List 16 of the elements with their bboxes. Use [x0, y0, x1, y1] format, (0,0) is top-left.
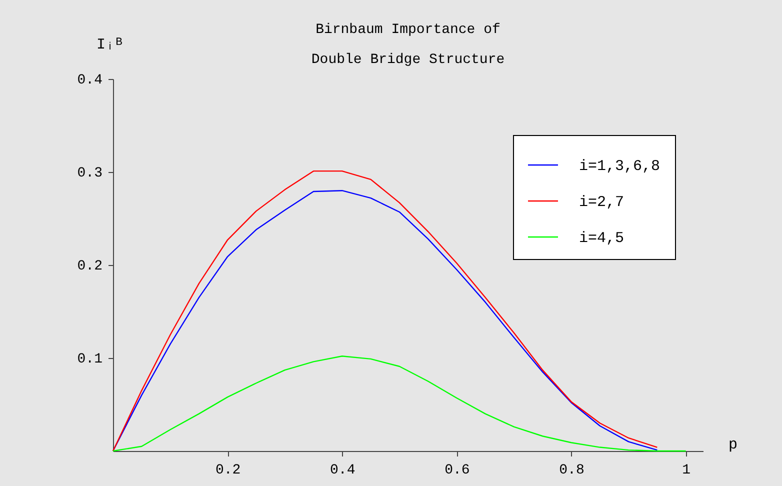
y-tick-label: 0.1	[77, 352, 102, 368]
legend-label: i=4,5	[579, 230, 624, 247]
x-tick-label: 0.4	[330, 462, 356, 478]
y-tick-label: 0.4	[77, 72, 102, 88]
x-axis-title: p	[728, 436, 738, 454]
chart-title: Birnbaum Importance of Double Bridge Structure	[311, 22, 505, 68]
y-tick-label: 0.2	[77, 258, 102, 274]
x-tick-label: 0.8	[559, 462, 584, 478]
x-tick-label: 1	[682, 462, 691, 478]
legend-label: i=1,3,6,8	[579, 158, 660, 175]
y-tick-label: 0.3	[77, 166, 102, 182]
x-tick-label: 0.6	[444, 462, 470, 478]
x-tick-label: 0.2	[215, 462, 241, 478]
line-series	[112, 356, 686, 452]
y-axis-title: Iᵢᴮ	[96, 36, 124, 54]
legend-label: i=2,7	[579, 194, 624, 211]
